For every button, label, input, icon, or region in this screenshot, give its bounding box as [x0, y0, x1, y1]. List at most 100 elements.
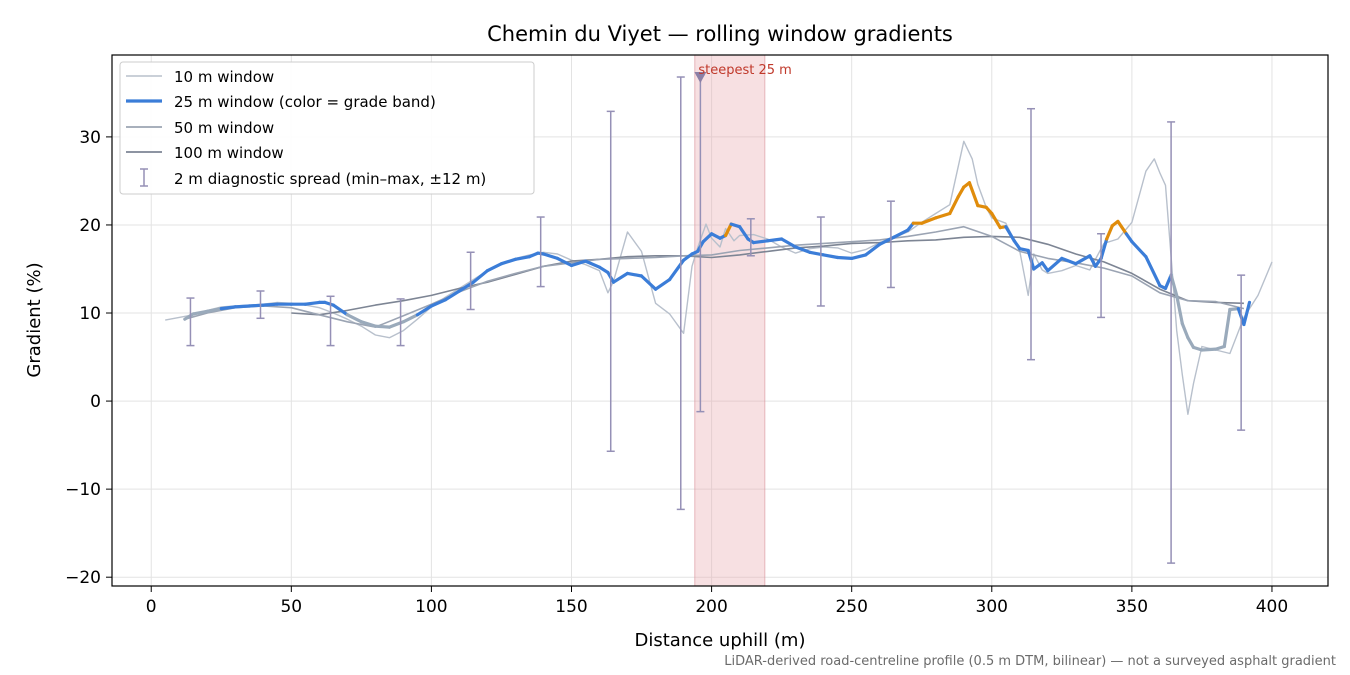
- series-25m-segment: [1169, 273, 1179, 297]
- series-25m-segment: [569, 259, 588, 268]
- errorbar: [536, 216, 545, 288]
- errorbar: [886, 200, 895, 289]
- y-tick-label: 10: [79, 304, 101, 324]
- y-tick-label: 0: [90, 392, 101, 412]
- errorbar: [396, 298, 405, 347]
- series-25m-segment: [822, 253, 840, 260]
- series-25m-segment: [429, 298, 447, 308]
- series-25m-segment: [1144, 255, 1162, 288]
- series-25m-segment: [967, 181, 980, 208]
- errorbar: [1167, 121, 1176, 564]
- series-25m-segment: [723, 222, 733, 238]
- legend-label-w10: 10 m window: [174, 68, 274, 86]
- errorbar: [186, 297, 195, 347]
- y-tick-label: 20: [79, 216, 101, 236]
- series-25m-segment: [990, 211, 1002, 230]
- errorbar: [256, 290, 265, 320]
- series-25m-segment: [219, 305, 237, 311]
- series-25m-segment: [499, 257, 518, 266]
- series-25m-segment: [205, 307, 223, 313]
- series-25m-segment: [611, 271, 630, 284]
- series-25m-segment: [681, 252, 694, 262]
- series-25m-segment: [1099, 237, 1109, 260]
- series-25m-segment: [555, 256, 574, 268]
- series-25m-segment: [1093, 256, 1103, 268]
- series-25m-segment: [1032, 261, 1044, 271]
- series-25m-segment: [345, 313, 363, 324]
- series-25m-segment: [1116, 219, 1128, 236]
- x-tick-label: 100: [415, 597, 447, 617]
- x-tick-label: 50: [280, 597, 302, 617]
- plot-frame: [111, 54, 1329, 587]
- steepest-marker: [694, 72, 707, 84]
- series-25m-segment: [1222, 307, 1232, 349]
- series-25m-segment: [485, 262, 504, 273]
- series-25m-segment: [653, 278, 672, 291]
- chart-title: Chemin du Viyet — rolling window gradien…: [487, 22, 953, 46]
- legend-label-w100: 100 m window: [174, 144, 284, 162]
- x-tick-label: 350: [1116, 597, 1148, 617]
- series-25m-segment: [373, 324, 391, 329]
- series-25m-segment: [1074, 254, 1092, 266]
- series-25m-segment: [1105, 224, 1114, 241]
- series-25m-segment: [737, 225, 750, 241]
- series-25m-segment: [359, 320, 377, 328]
- legend-swatch-errorbar: [140, 168, 148, 187]
- footnote: LiDAR-derived road-centreline profile (0…: [724, 654, 1336, 669]
- series-25m-segment: [701, 232, 714, 244]
- series-25m-segment: [541, 252, 560, 260]
- legend-box: [119, 61, 535, 195]
- legend-label-w50: 50 m window: [174, 119, 274, 137]
- series-25m-segment: [261, 302, 279, 307]
- series-25m-segment: [850, 253, 868, 260]
- series-25m-segment: [183, 312, 195, 321]
- series-25m-segment: [303, 300, 321, 306]
- errorbar: [606, 110, 615, 453]
- series-25m-segment: [751, 239, 770, 245]
- y-tick-label: 30: [79, 128, 101, 148]
- series-25m-segment: [793, 245, 812, 254]
- series-25m-segment: [1175, 293, 1184, 326]
- errorbar: [1097, 233, 1106, 319]
- errorbar: [746, 218, 755, 257]
- x-tick-label: 400: [1256, 597, 1288, 617]
- series-25m-segment: [1124, 232, 1134, 244]
- series-25m-segment: [1004, 225, 1016, 243]
- series-group: [165, 140, 1273, 415]
- series-25m-segment: [765, 237, 784, 243]
- x-tick-label: 0: [146, 597, 157, 617]
- steepest-annotation: steepest 25 m: [698, 63, 791, 78]
- series-25m-segment: [1186, 336, 1196, 349]
- x-tick-label: 300: [976, 597, 1008, 617]
- series-25m-segment: [1200, 347, 1218, 352]
- x-axis-label: Distance uphill (m): [635, 630, 806, 651]
- series-25m-segment: [779, 237, 798, 249]
- series-25m-segment: [934, 211, 952, 220]
- series-25m-segment: [1040, 261, 1050, 273]
- errorbar: [1027, 107, 1036, 361]
- series-25m-segment: [513, 255, 532, 261]
- series-25m-segment: [836, 255, 854, 260]
- series-25m-segment: [1180, 322, 1190, 340]
- series-25m-segment: [233, 304, 251, 309]
- steepest-window-highlight: [694, 54, 766, 587]
- series-25m-segment: [625, 271, 644, 278]
- errorbar: [816, 216, 825, 307]
- series-25m-segment: [1060, 256, 1078, 266]
- series-25m-segment: [583, 259, 602, 269]
- y-tick-label: −20: [65, 568, 101, 588]
- series-25m-segment: [415, 304, 433, 317]
- x-tick-label: 250: [835, 597, 867, 617]
- x-tick-label: 150: [555, 597, 587, 617]
- series-25m-segment: [956, 185, 966, 199]
- legend-label-w25: 25 m window (color = grade band): [174, 93, 436, 111]
- errorbar: [676, 76, 685, 511]
- y-tick-label: −10: [65, 480, 101, 500]
- errorbar: [1237, 274, 1246, 431]
- axis-ticks: 0 50 100 150 200 250 300 350 400 −20 −10 0 10 20 30: [65, 128, 1288, 617]
- legend: 10 m window 25 m window (color = grade b…: [119, 61, 535, 195]
- series-25m-segment: [1012, 239, 1022, 251]
- errorbar: [326, 295, 335, 347]
- series-25m-segment: [864, 242, 882, 257]
